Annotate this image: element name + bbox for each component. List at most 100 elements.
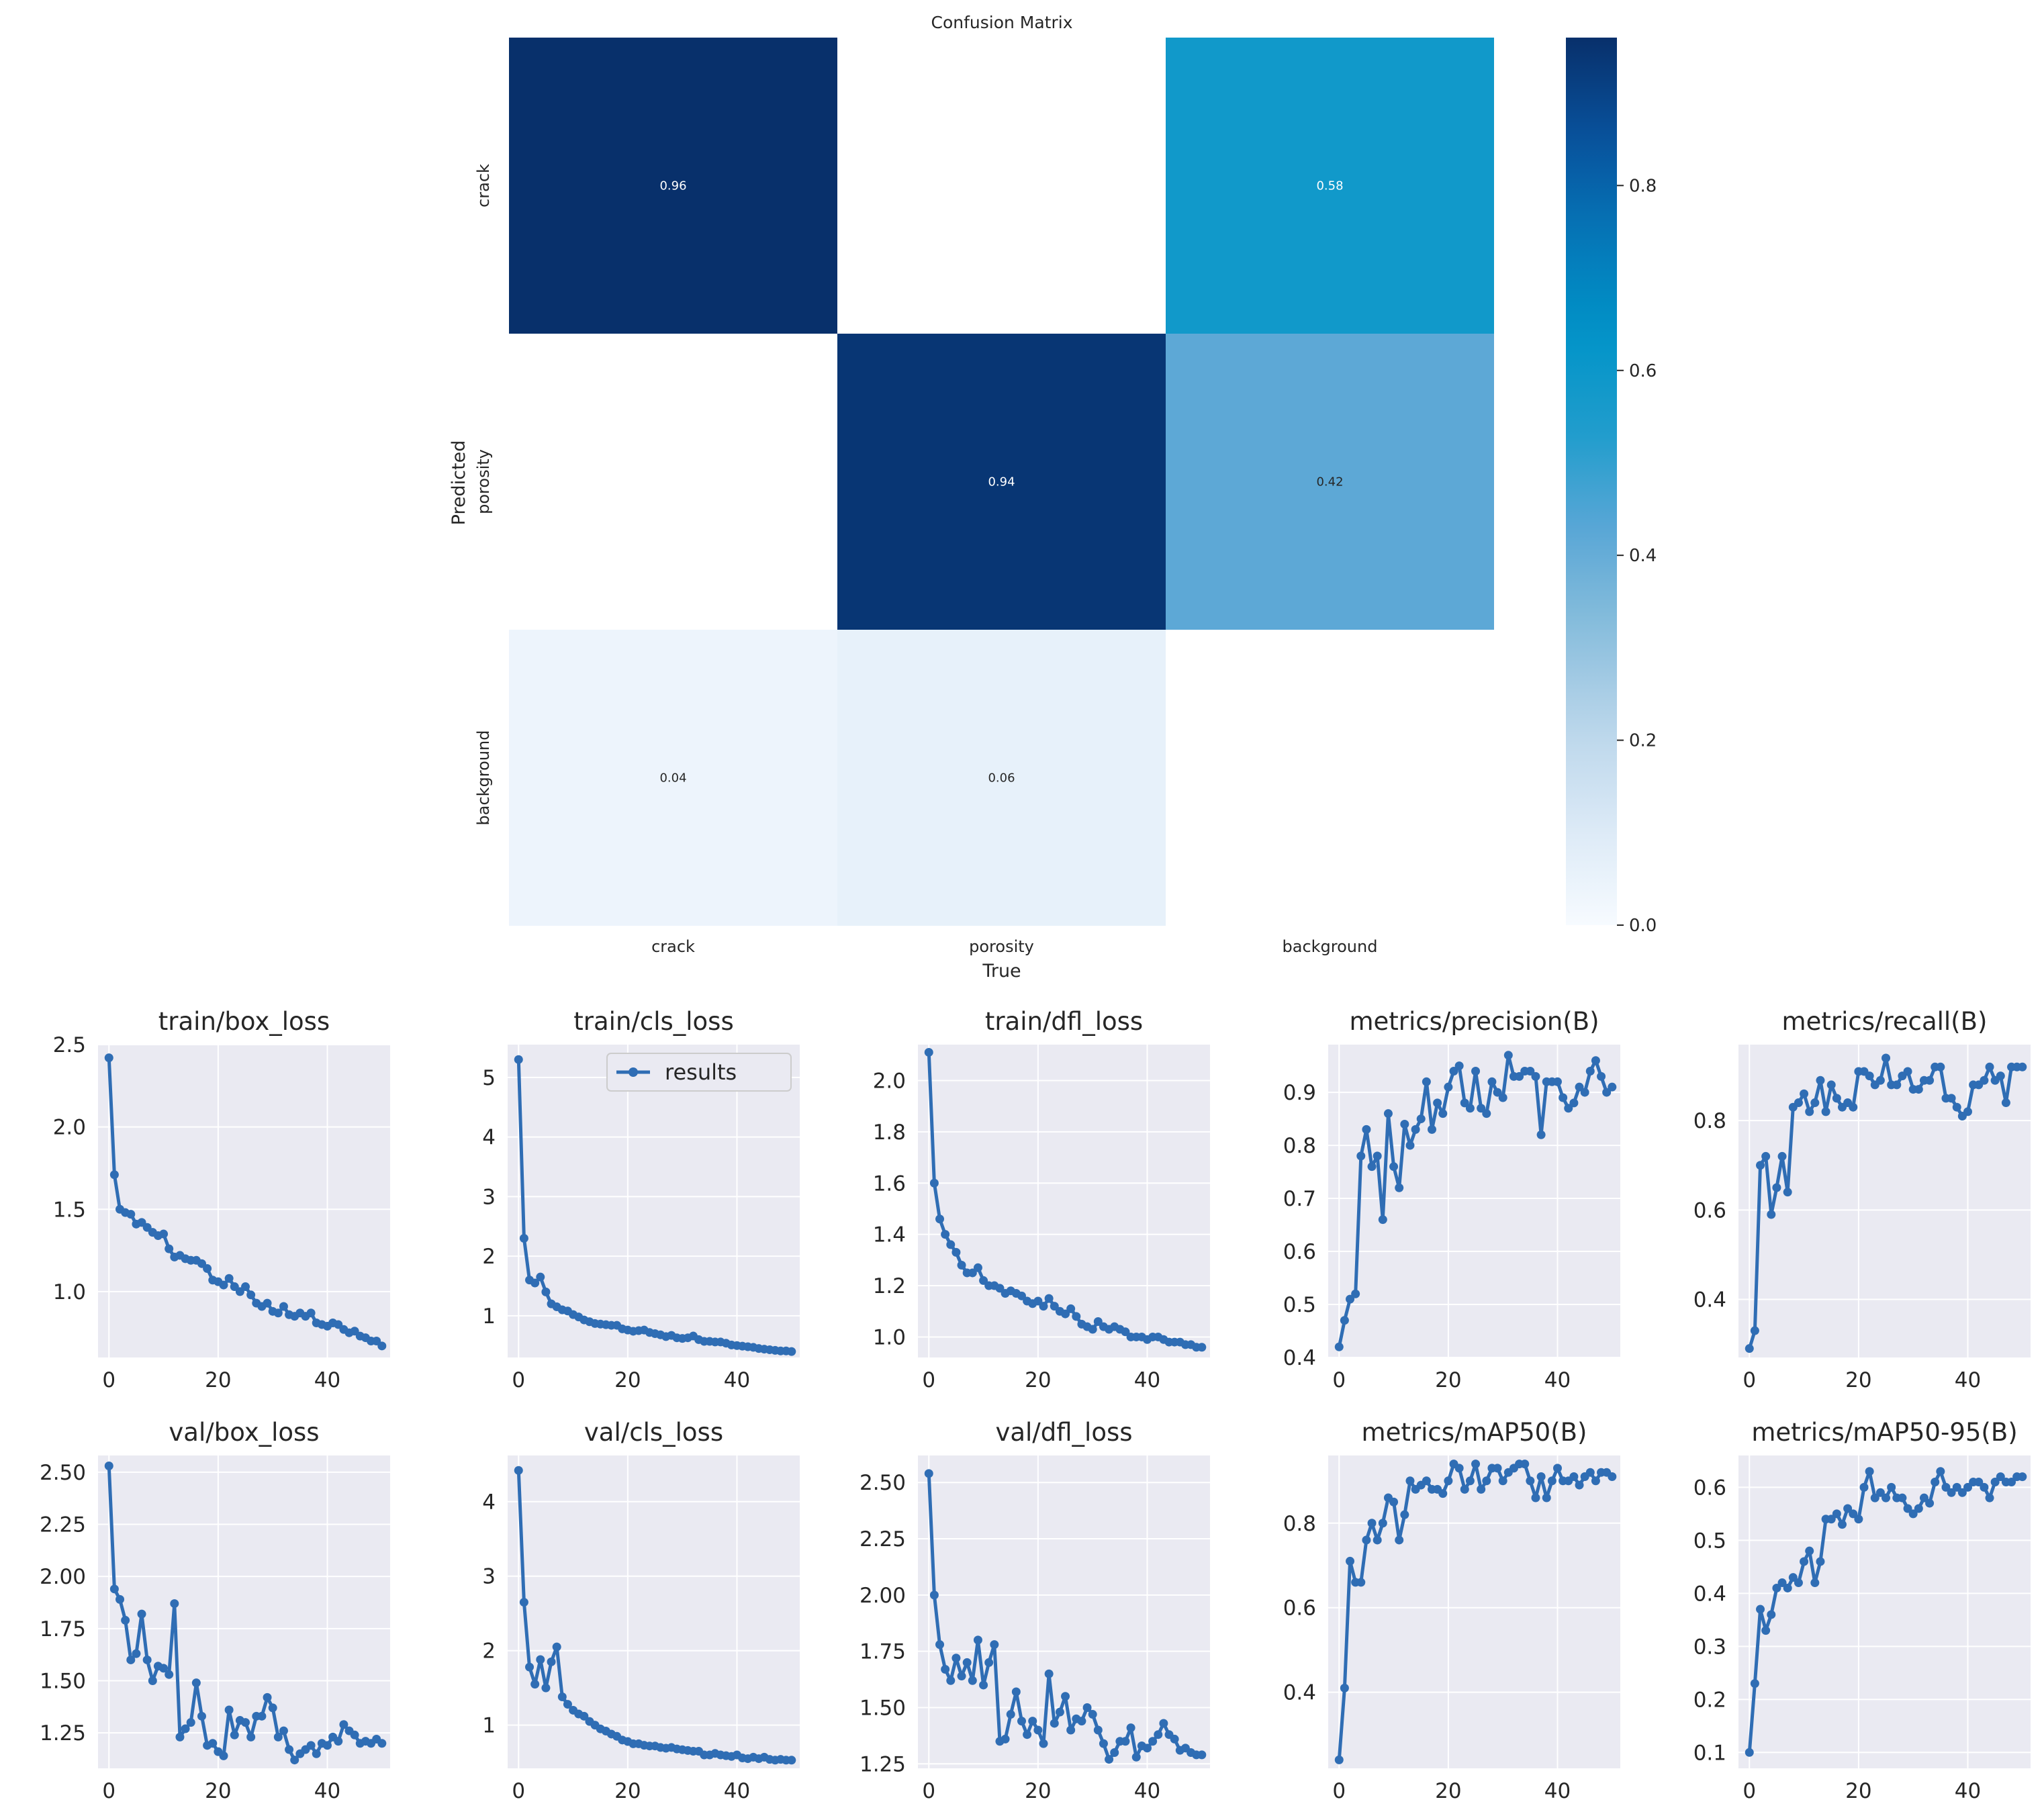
data-point [1362, 1535, 1371, 1545]
plot-background [918, 1455, 1210, 1768]
plot-background [1328, 1455, 1620, 1768]
data-point [1334, 1755, 1344, 1764]
data-point [1454, 1061, 1464, 1071]
data-point [1750, 1326, 1759, 1335]
cm-cell [837, 630, 1166, 926]
data-point [1597, 1071, 1606, 1081]
data-point [1772, 1183, 1781, 1192]
data-point [1515, 1071, 1524, 1081]
data-point [1575, 1480, 1584, 1490]
panel-title: train/dfl_loss [985, 1007, 1143, 1036]
cm-cell-value: 0.94 [988, 475, 1015, 489]
data-point [1093, 1317, 1103, 1327]
data-point [1772, 1583, 1781, 1592]
data-point [536, 1272, 545, 1282]
data-point [104, 1053, 113, 1063]
data-point [273, 1732, 283, 1741]
data-point [1925, 1076, 1935, 1085]
cm-cell-value: 0.42 [1316, 475, 1343, 489]
data-point [1810, 1578, 1820, 1588]
data-point [1963, 1482, 1972, 1492]
y-tick-label: 2.25 [860, 1527, 906, 1552]
y-tick-label: 2.50 [860, 1471, 906, 1495]
data-point [1001, 1734, 1010, 1744]
y-tick-label: 2.25 [40, 1513, 86, 1537]
plot-background [1738, 1045, 2031, 1357]
data-point [541, 1683, 551, 1692]
data-point [1017, 1717, 1026, 1726]
y-tick-label: 0.3 [1693, 1635, 1726, 1659]
cm-cell [509, 630, 837, 926]
data-point [1389, 1162, 1399, 1172]
panel-title: val/cls_loss [584, 1418, 723, 1447]
data-point [1378, 1215, 1387, 1225]
data-point [1990, 1477, 2000, 1486]
y-tick-label: 1.5 [53, 1198, 86, 1222]
data-point [1471, 1066, 1481, 1076]
data-point [186, 1718, 195, 1727]
data-point [1099, 1739, 1108, 1748]
data-point [1142, 1744, 1152, 1753]
data-point [1794, 1578, 1803, 1588]
data-point [946, 1240, 956, 1249]
data-point [1367, 1519, 1377, 1528]
data-point [159, 1664, 169, 1673]
data-point [1756, 1161, 1765, 1170]
cm-x-tick-label: crack [651, 937, 695, 956]
data-point [1482, 1476, 1491, 1486]
panel-train-box-loss: 0 20 40 1.0 1.5 2.0 2.5 train/box_loss [53, 1007, 390, 1392]
data-point [1050, 1719, 1059, 1728]
y-tick-label: 2.00 [40, 1565, 86, 1589]
data-point [290, 1756, 299, 1765]
data-point [1996, 1071, 2005, 1081]
colorbar-tick-label: 0.0 [1629, 916, 1657, 936]
data-point [1148, 1737, 1158, 1746]
cm-cell-value: 0.96 [659, 179, 686, 193]
data-point [1055, 1707, 1064, 1717]
data-point [973, 1635, 982, 1645]
x-tick-label: 40 [724, 1779, 750, 1803]
panel-metrics-recall-b-: 0 20 40 0.4 0.6 0.8 metrics/recall(B) [1693, 1007, 2031, 1392]
data-point [1011, 1687, 1021, 1697]
y-tick-label: 2.0 [53, 1116, 86, 1140]
panel-title: metrics/mAP50-95(B) [1751, 1418, 2017, 1447]
data-point [1039, 1739, 1048, 1748]
x-tick-label: 40 [1544, 1368, 1571, 1392]
data-point [1536, 1472, 1546, 1481]
x-tick-label: 40 [1134, 1779, 1160, 1803]
data-point [132, 1649, 141, 1658]
data-point [1898, 1493, 1907, 1502]
data-point [1378, 1519, 1387, 1528]
data-point [104, 1462, 113, 1471]
x-tick-label: 20 [614, 1368, 641, 1392]
data-point [1974, 1477, 1984, 1486]
data-point [1405, 1476, 1415, 1486]
data-point [312, 1749, 321, 1758]
plot-background [918, 1045, 1210, 1357]
data-point [1783, 1583, 1792, 1592]
data-point [1427, 1125, 1436, 1134]
y-tick-label: 1.25 [40, 1721, 86, 1746]
data-point [377, 1341, 387, 1351]
data-point [1373, 1535, 1382, 1545]
cm-cell [1166, 630, 1494, 926]
x-tick-label: 40 [1134, 1368, 1160, 1392]
data-point [1980, 1482, 1989, 1492]
y-tick-label: 0.6 [1693, 1198, 1726, 1223]
y-tick-label: 0.4 [1693, 1582, 1726, 1606]
data-point [1033, 1296, 1043, 1306]
data-point [1552, 1077, 1562, 1086]
y-tick-label: 2 [482, 1245, 496, 1269]
data-point [957, 1260, 966, 1270]
panel-metrics-map50-b-: 0 20 40 0.4 0.6 0.8 metrics/mAP50(B) [1283, 1418, 1620, 1803]
data-point [1197, 1343, 1207, 1352]
data-point [1465, 1476, 1475, 1486]
data-point [1569, 1472, 1579, 1481]
data-point [241, 1718, 250, 1727]
data-point [1531, 1493, 1540, 1502]
y-tick-label: 0.7 [1283, 1187, 1316, 1211]
data-point [1564, 1104, 1573, 1113]
data-point [1471, 1460, 1481, 1469]
y-tick-label: 0.4 [1283, 1346, 1316, 1370]
